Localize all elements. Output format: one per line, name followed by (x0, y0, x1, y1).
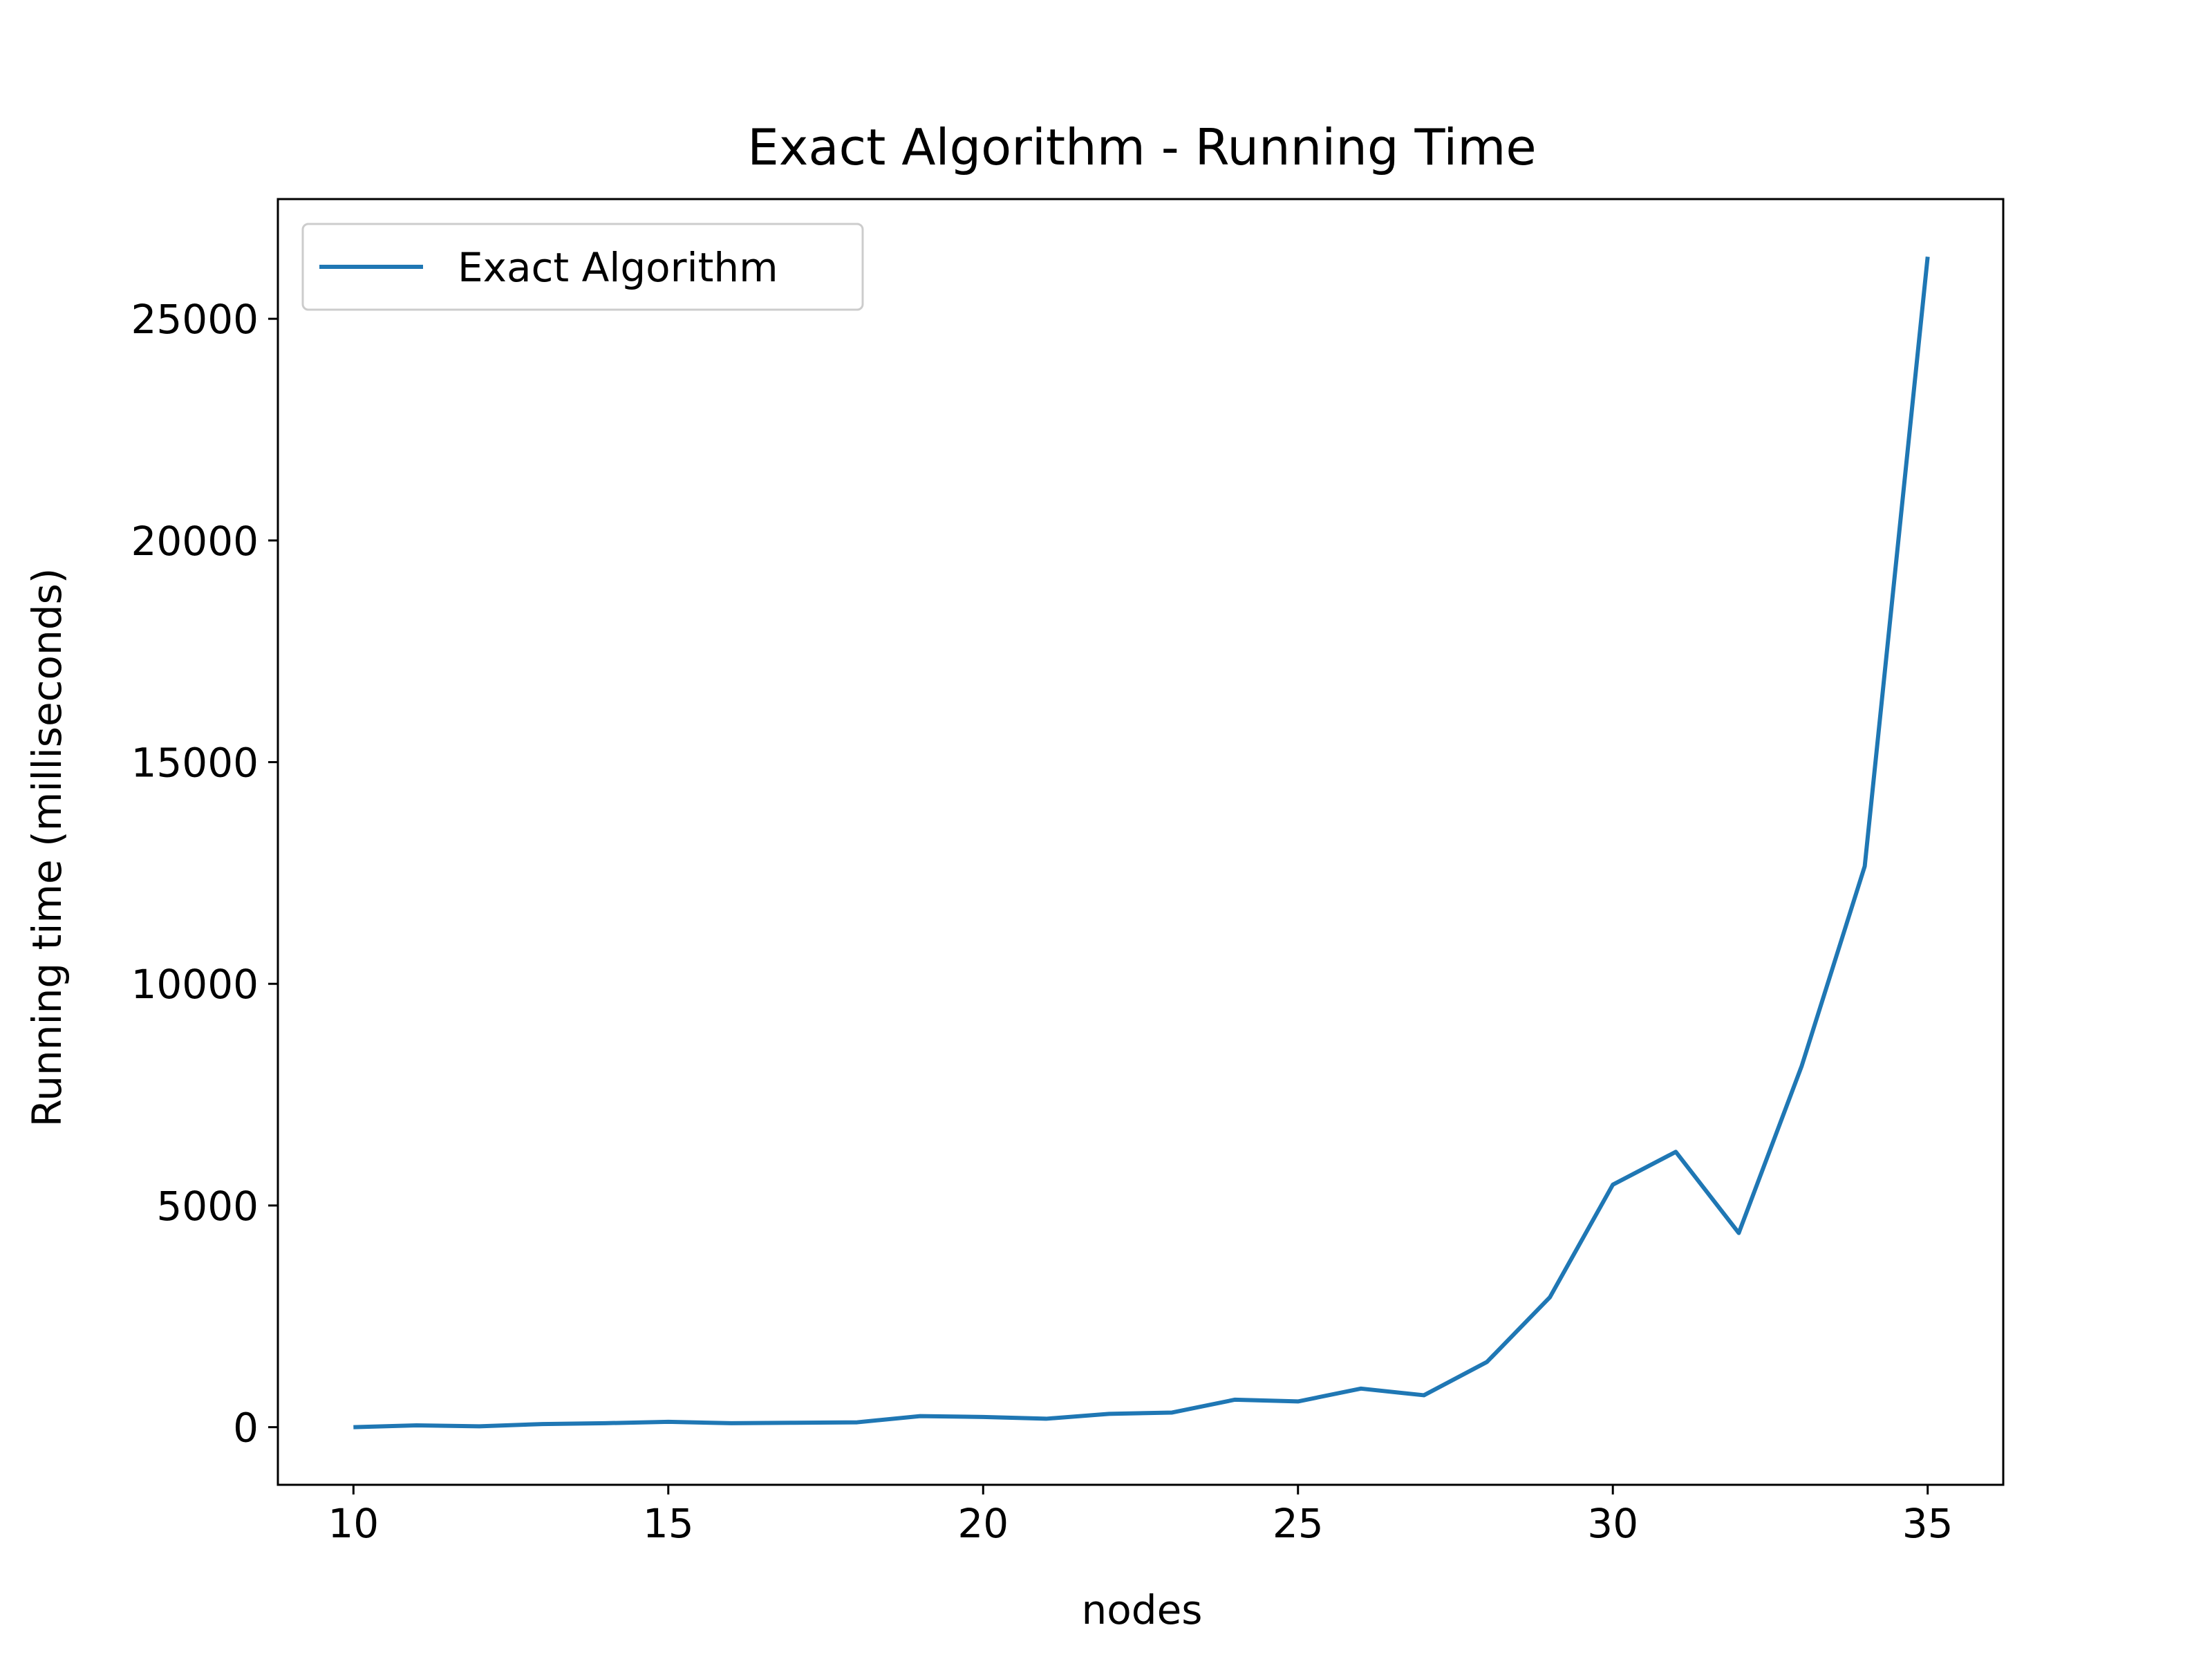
legend: Exact Algorithm (301, 223, 864, 311)
series-line-0 (353, 256, 1930, 1430)
y-tick-label: 20000 (131, 518, 259, 565)
y-tick-label: 10000 (131, 961, 259, 1008)
x-tick-label: 15 (643, 1500, 694, 1547)
legend-label-0: Exact Algorithm (458, 244, 778, 291)
y-tick-label: 5000 (156, 1183, 259, 1230)
y-tick-label: 15000 (131, 740, 259, 787)
y-tick-label: 0 (233, 1405, 259, 1452)
x-tick-label: 35 (1902, 1500, 1953, 1547)
plot-frame (276, 198, 2005, 1486)
x-tick-label: 25 (1273, 1500, 1324, 1547)
chart-title: Exact Algorithm - Running Time (747, 118, 1536, 176)
legend-box (301, 223, 864, 311)
y-axis-label: Running time (milliseconds) (24, 568, 71, 1127)
x-tick-label: 20 (957, 1500, 1009, 1547)
x-tick-label: 10 (328, 1500, 379, 1547)
x-axis-label: nodes (1082, 1586, 1203, 1633)
plot-layer: 10 15 20 25 30 35 0 5000 10000 15000 20000 25000 Exa… (131, 198, 2005, 1547)
y-tick-label: 25000 (131, 296, 259, 343)
x-tick-label: 30 (1587, 1500, 1638, 1547)
